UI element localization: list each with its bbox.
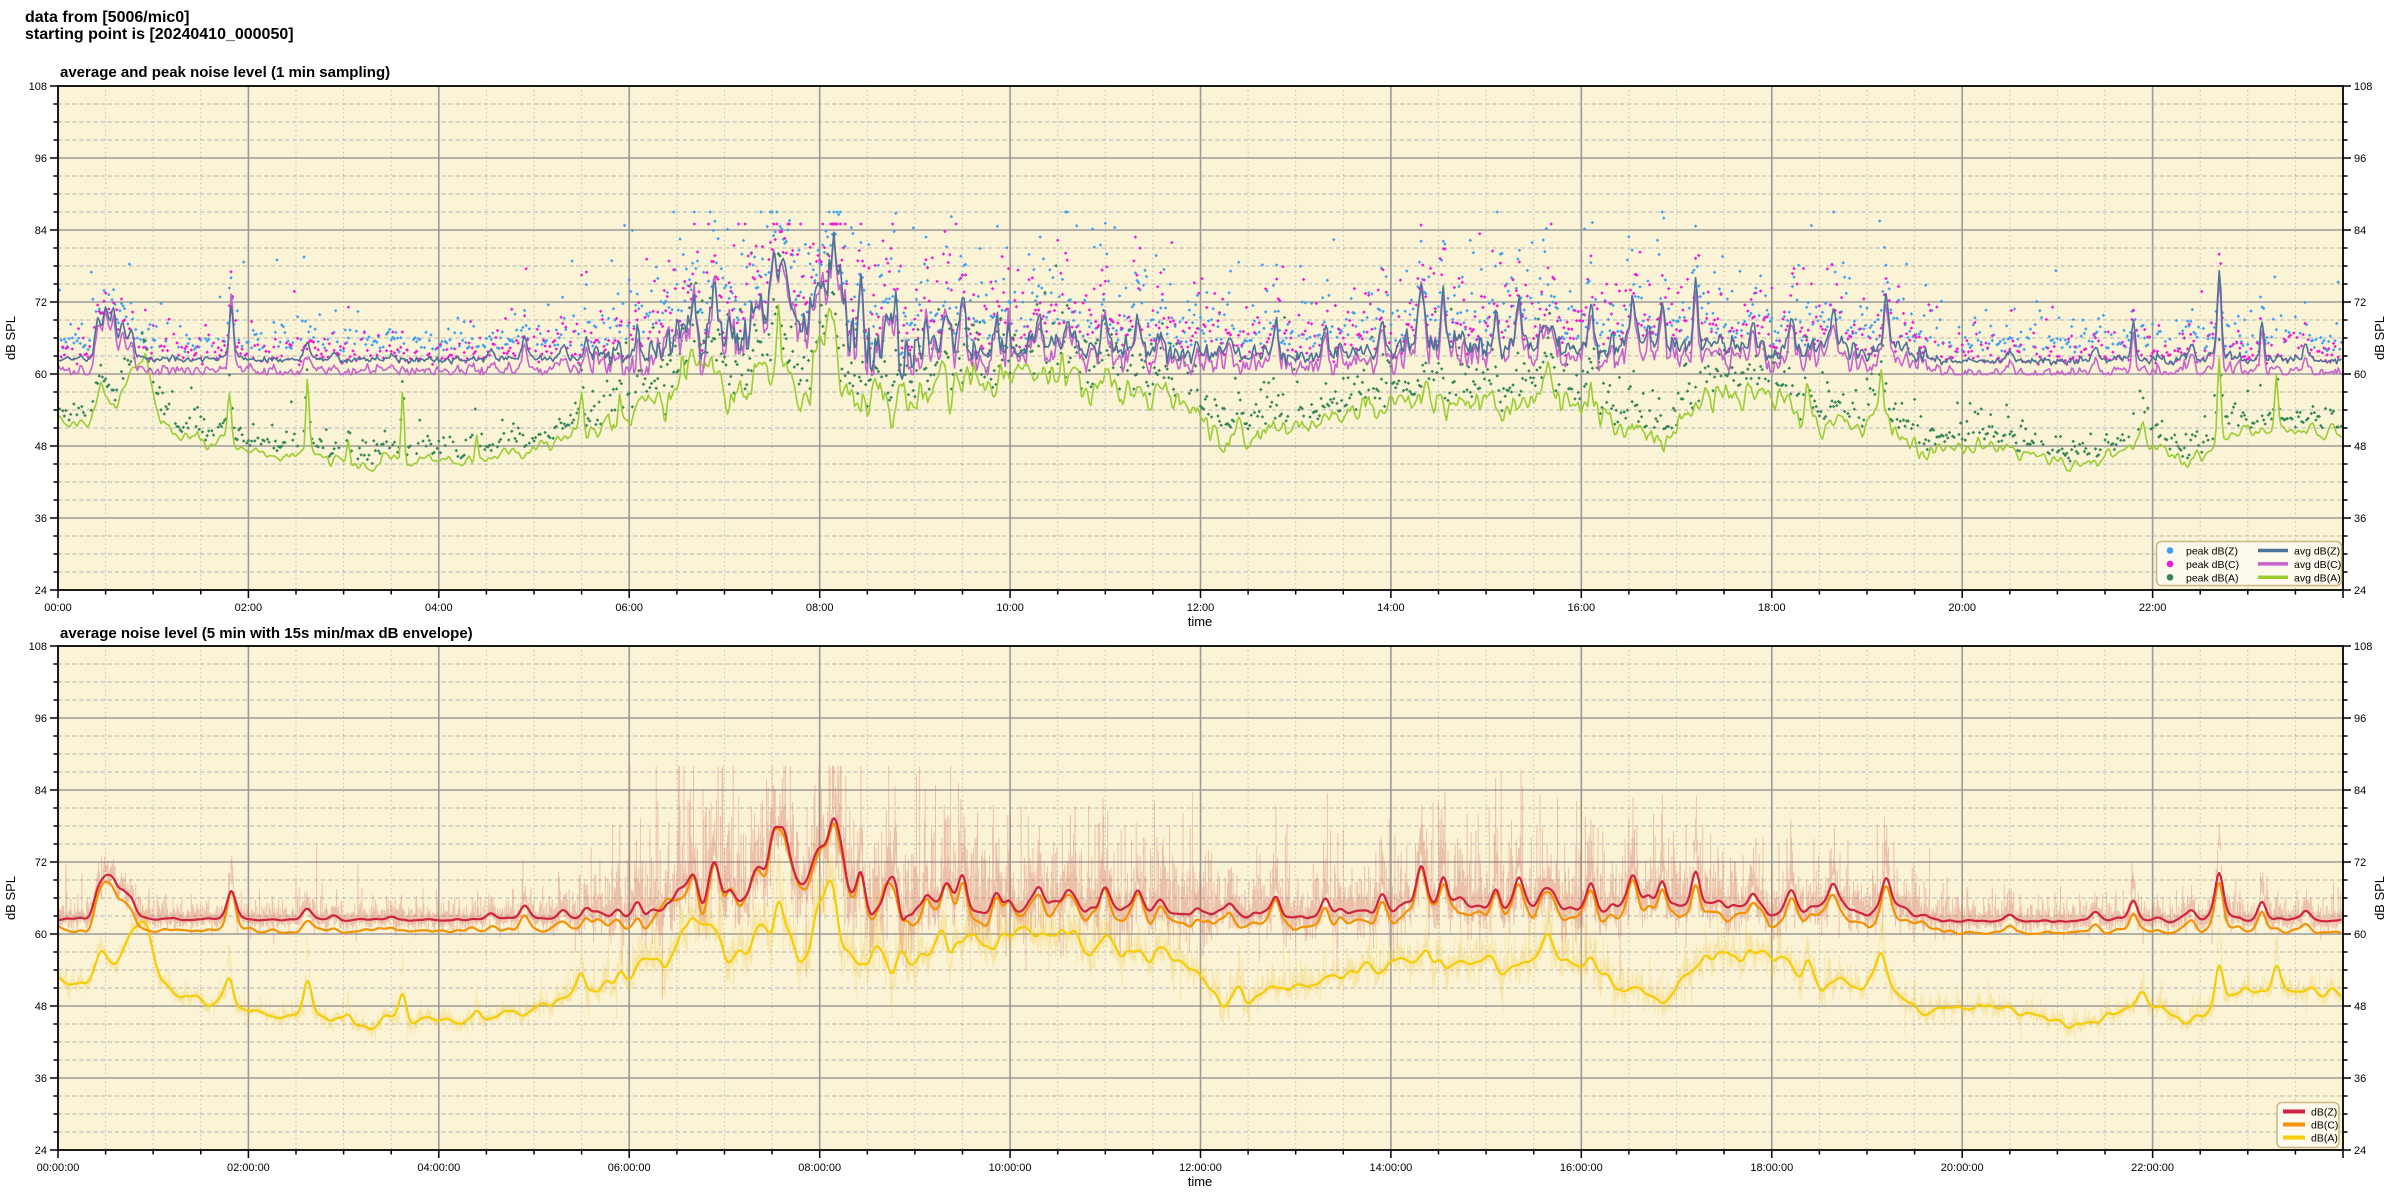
svg-text:72: 72 xyxy=(2354,297,2366,309)
svg-text:00:00:00: 00:00:00 xyxy=(37,1162,80,1174)
svg-text:dB(Z): dB(Z) xyxy=(2311,1107,2337,1119)
svg-text:36: 36 xyxy=(2354,1073,2366,1085)
svg-text:20:00: 20:00 xyxy=(1948,602,1976,614)
svg-text:02:00: 02:00 xyxy=(235,602,263,614)
svg-text:22:00: 22:00 xyxy=(2139,602,2167,614)
svg-text:108: 108 xyxy=(29,641,47,653)
svg-text:108: 108 xyxy=(2354,641,2372,653)
svg-text:84: 84 xyxy=(35,225,47,237)
svg-text:peak dB(A): peak dB(A) xyxy=(2186,572,2239,584)
svg-text:08:00:00: 08:00:00 xyxy=(798,1162,841,1174)
svg-text:84: 84 xyxy=(2354,785,2366,797)
svg-text:108: 108 xyxy=(29,81,47,93)
svg-text:avg dB(C): avg dB(C) xyxy=(2294,559,2341,571)
svg-text:96: 96 xyxy=(35,153,47,165)
svg-text:36: 36 xyxy=(35,513,47,525)
svg-text:peak dB(Z): peak dB(Z) xyxy=(2186,546,2238,558)
svg-text:24: 24 xyxy=(2354,1145,2366,1157)
svg-text:dB SPL: dB SPL xyxy=(2372,316,2387,360)
svg-text:14:00:00: 14:00:00 xyxy=(1369,1162,1412,1174)
svg-text:36: 36 xyxy=(35,1073,47,1085)
svg-text:time: time xyxy=(1188,1174,1213,1189)
svg-text:60: 60 xyxy=(35,929,47,941)
svg-text:06:00:00: 06:00:00 xyxy=(608,1162,651,1174)
svg-text:average noise level (5 min wit: average noise level (5 min with 15s min/… xyxy=(60,625,473,642)
svg-text:84: 84 xyxy=(35,785,47,797)
svg-text:starting point is [20240410_00: starting point is [20240410_000050] xyxy=(25,26,294,43)
svg-text:16:00:00: 16:00:00 xyxy=(1560,1162,1603,1174)
svg-text:72: 72 xyxy=(35,297,47,309)
svg-text:dB SPL: dB SPL xyxy=(2372,876,2387,920)
svg-text:02:00:00: 02:00:00 xyxy=(227,1162,270,1174)
svg-text:18:00: 18:00 xyxy=(1758,602,1786,614)
svg-text:10:00:00: 10:00:00 xyxy=(989,1162,1032,1174)
svg-text:08:00: 08:00 xyxy=(806,602,834,614)
svg-text:dB SPL: dB SPL xyxy=(3,316,18,360)
svg-text:18:00:00: 18:00:00 xyxy=(1750,1162,1793,1174)
svg-text:48: 48 xyxy=(35,441,47,453)
svg-text:12:00:00: 12:00:00 xyxy=(1179,1162,1222,1174)
svg-text:04:00: 04:00 xyxy=(425,602,453,614)
svg-text:06:00: 06:00 xyxy=(615,602,643,614)
svg-text:avg dB(Z): avg dB(Z) xyxy=(2294,546,2340,558)
svg-text:dB(C): dB(C) xyxy=(2311,1120,2338,1132)
svg-text:60: 60 xyxy=(2354,369,2366,381)
svg-text:avg dB(A): avg dB(A) xyxy=(2294,572,2341,584)
svg-text:48: 48 xyxy=(35,1001,47,1013)
svg-text:20:00:00: 20:00:00 xyxy=(1941,1162,1984,1174)
svg-text:peak dB(C): peak dB(C) xyxy=(2186,559,2239,571)
svg-text:96: 96 xyxy=(2354,713,2366,725)
svg-text:36: 36 xyxy=(2354,513,2366,525)
svg-text:24: 24 xyxy=(35,585,47,597)
svg-text:data from [5006/mic0]: data from [5006/mic0] xyxy=(25,9,190,26)
svg-text:72: 72 xyxy=(35,857,47,869)
svg-text:108: 108 xyxy=(2354,81,2372,93)
svg-text:48: 48 xyxy=(2354,1001,2366,1013)
svg-text:04:00:00: 04:00:00 xyxy=(417,1162,460,1174)
svg-text:average and peak noise level (: average and peak noise level (1 min samp… xyxy=(60,64,390,81)
svg-text:time: time xyxy=(1188,614,1213,629)
svg-text:dB(A): dB(A) xyxy=(2311,1133,2338,1145)
svg-text:12:00: 12:00 xyxy=(1187,602,1215,614)
svg-text:24: 24 xyxy=(2354,585,2366,597)
svg-text:96: 96 xyxy=(35,713,47,725)
svg-text:96: 96 xyxy=(2354,153,2366,165)
svg-text:22:00:00: 22:00:00 xyxy=(2131,1162,2174,1174)
svg-text:10:00: 10:00 xyxy=(996,602,1024,614)
svg-text:72: 72 xyxy=(2354,857,2366,869)
svg-text:dB SPL: dB SPL xyxy=(3,876,18,920)
svg-text:84: 84 xyxy=(2354,225,2366,237)
svg-text:48: 48 xyxy=(2354,441,2366,453)
svg-text:24: 24 xyxy=(35,1145,47,1157)
svg-text:60: 60 xyxy=(2354,929,2366,941)
svg-text:16:00: 16:00 xyxy=(1568,602,1596,614)
svg-text:00:00: 00:00 xyxy=(44,602,72,614)
svg-text:60: 60 xyxy=(35,369,47,381)
svg-text:14:00: 14:00 xyxy=(1377,602,1405,614)
